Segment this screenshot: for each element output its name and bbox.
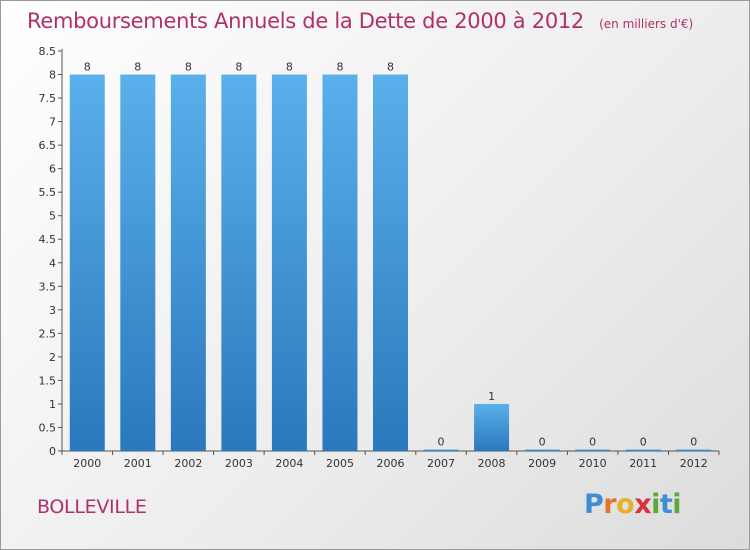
commune-name: BOLLEVILLE [37,496,147,518]
logo-letter: t [659,489,673,520]
bar [221,74,257,451]
y-tick-label: 8 [49,69,56,82]
data-label: 0 [539,436,546,449]
proxiti-logo: Proxiti [584,489,682,520]
logo-letter: r [603,489,617,520]
data-label: 0 [640,436,647,449]
title-row: Remboursements Annuels de la Dette de 20… [27,9,693,33]
y-tick-label: 4 [49,257,56,270]
x-tick-label: 2005 [326,457,354,470]
x-tick-label: 2008 [478,457,506,470]
y-tick-label: 5 [49,210,56,223]
data-label: 8 [134,61,141,74]
data-labels: 8 8 8 8 8 8 8 0 1 0 0 0 0 [84,61,697,449]
x-tick-label: 2011 [629,457,657,470]
data-label: 0 [438,436,445,449]
x-tick-label: 2003 [225,457,253,470]
bar [474,403,510,451]
x-tick-label: 2007 [427,457,455,470]
y-tick-label: 2.5 [39,327,57,340]
y-tick-label: 5.5 [39,186,57,199]
data-label: 0 [690,436,697,449]
logo-letter: P [584,489,604,520]
bar [170,74,206,451]
bar [575,449,611,451]
y-tick-label: 0.5 [39,421,57,434]
bar [524,449,560,451]
y-tick-label: 1 [49,398,56,411]
y-tick-label: 0 [49,445,56,458]
y-tick-label: 7 [49,116,56,129]
y-tick-label: 6.5 [39,139,57,152]
y-tick-label: 8.5 [39,45,57,58]
bar [120,74,156,451]
logo-letter: x [634,489,652,520]
x-tick-label: 2010 [579,457,607,470]
bar [423,449,459,451]
chart-unit: (en milliers d'€) [599,17,694,31]
bar [676,449,712,451]
bar [322,74,358,451]
x-tick-label: 2001 [124,457,152,470]
y-tick-label: 6 [49,163,56,176]
x-tick-label: 2000 [73,457,101,470]
x-tick-label: 2002 [174,457,202,470]
x-axis: 2000 2001 2002 2003 2004 2005 2006 2007 2008 2009… [61,450,720,470]
bar [625,449,661,451]
data-label: 8 [185,61,192,74]
data-label: 1 [488,390,495,403]
logo-letter: i [672,489,682,520]
bar [373,74,408,451]
data-label: 8 [286,61,293,74]
y-tick-label: 1.5 [39,374,57,387]
bar [271,74,307,451]
bar [69,74,105,451]
y-tick-label: 7.5 [39,92,57,105]
x-tick-label: 2012 [680,457,708,470]
y-tick-label: 3 [49,304,56,317]
chart-title: Remboursements Annuels de la Dette de 20… [27,9,584,33]
y-axis: 0 0.5 1 1.5 2 2.5 3 3.5 4 4.5 5 5.5 6 6.5 7 7.5 8 8.5 [39,45,63,458]
data-label: 8 [235,61,242,74]
y-tick-label: 2 [49,351,56,364]
data-label: 0 [589,436,596,449]
data-label: 8 [387,61,394,74]
logo-letter: i [651,489,660,520]
x-tick-label: 2009 [528,457,556,470]
data-label: 8 [84,61,91,74]
x-tick-label: 2006 [377,457,405,470]
logo-letter: o [616,489,635,520]
bars [69,74,712,451]
x-tick-label: 2004 [275,457,303,470]
y-tick-label: 4.5 [39,233,57,246]
data-label: 8 [336,61,343,74]
y-tick-label: 3.5 [39,280,57,293]
